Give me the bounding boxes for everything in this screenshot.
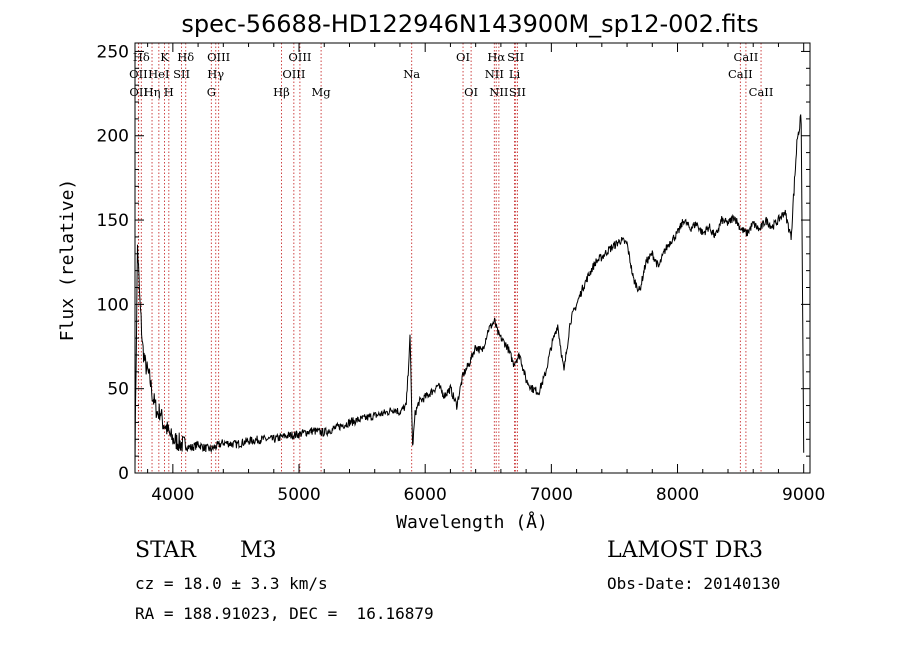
line-label-18: OI	[464, 85, 478, 99]
y-tick-label-2: 100	[97, 295, 129, 315]
y-tick-label-3: 150	[97, 211, 129, 231]
line-label-24: SII	[509, 85, 526, 99]
line-label-8: H	[164, 85, 174, 99]
line-label-27: CaII	[749, 85, 774, 99]
line-label-13: OIII	[282, 67, 305, 81]
survey-name: LAMOST DR3	[607, 538, 763, 563]
x-tick-label-4: 8000	[656, 485, 699, 505]
y-tick-label-5: 250	[97, 42, 129, 62]
y-tick-label-1: 50	[107, 380, 129, 400]
x-axis-label: Wavelength (Å)	[396, 511, 548, 533]
line-label-2: OII	[129, 85, 148, 99]
line-label-19: Hα	[487, 50, 505, 64]
x-tick-label-2: 6000	[404, 485, 447, 505]
x-axis-ticks: 4000 5000 6000 7000 8000 9000	[147, 43, 825, 505]
y-tick-label-4: 200	[97, 127, 129, 147]
y-tick-label-0: 0	[118, 464, 129, 484]
spectral-line-labels: Hδ OII OII K HeI Hη Hδ SII H OIII Hγ G OIII OIII Hβ Mg N…	[129, 50, 773, 99]
flux-series-line	[134, 114, 805, 467]
line-label-6: Hδ	[177, 50, 194, 64]
coordinates: RA = 188.91023, DEC = 16.16879	[135, 604, 434, 623]
line-label-22: Li	[509, 67, 521, 81]
spectral-line-markers	[137, 43, 762, 473]
line-label-21: NII	[485, 67, 504, 81]
y-axis-ticks: 0 50 100 150 200 250	[97, 42, 810, 484]
line-label-0: Hδ	[133, 50, 150, 64]
x-tick-label-5: 9000	[782, 485, 825, 505]
line-label-15: Mg	[312, 85, 332, 99]
x-tick-label-0: 4000	[151, 485, 194, 505]
line-label-17: OI	[456, 50, 470, 64]
object-class: STAR	[135, 538, 196, 563]
plot-frame	[134, 42, 811, 474]
x-tick-label-3: 7000	[530, 485, 573, 505]
y-axis-label: Flux (relative)	[57, 179, 78, 342]
observation-date: Obs-Date: 20140130	[607, 574, 781, 593]
line-label-1: OII	[129, 67, 148, 81]
line-label-25: CaII	[734, 50, 759, 64]
line-label-7: SII	[173, 67, 190, 81]
line-label-10: Hγ	[207, 67, 224, 81]
line-label-16: Na	[403, 67, 420, 81]
line-label-26: CaII	[728, 67, 753, 81]
line-label-20: SII	[507, 50, 524, 64]
line-label-23: NII	[489, 85, 508, 99]
line-label-5: Hη	[144, 85, 161, 99]
line-label-11: G	[207, 85, 216, 99]
line-label-3: K	[160, 50, 169, 64]
line-label-9: OIII	[207, 50, 230, 64]
chart-title: spec-56688-HD122946N143900M_sp12-002.fit…	[181, 10, 758, 38]
line-label-12: OIII	[288, 50, 311, 64]
object-subclass: M3	[240, 538, 277, 563]
x-tick-label-1: 5000	[277, 485, 320, 505]
line-label-4: HeI	[148, 67, 169, 81]
redshift-value: cz = 18.0 ± 3.3 km/s	[135, 574, 328, 593]
line-label-14: Hβ	[273, 85, 290, 99]
